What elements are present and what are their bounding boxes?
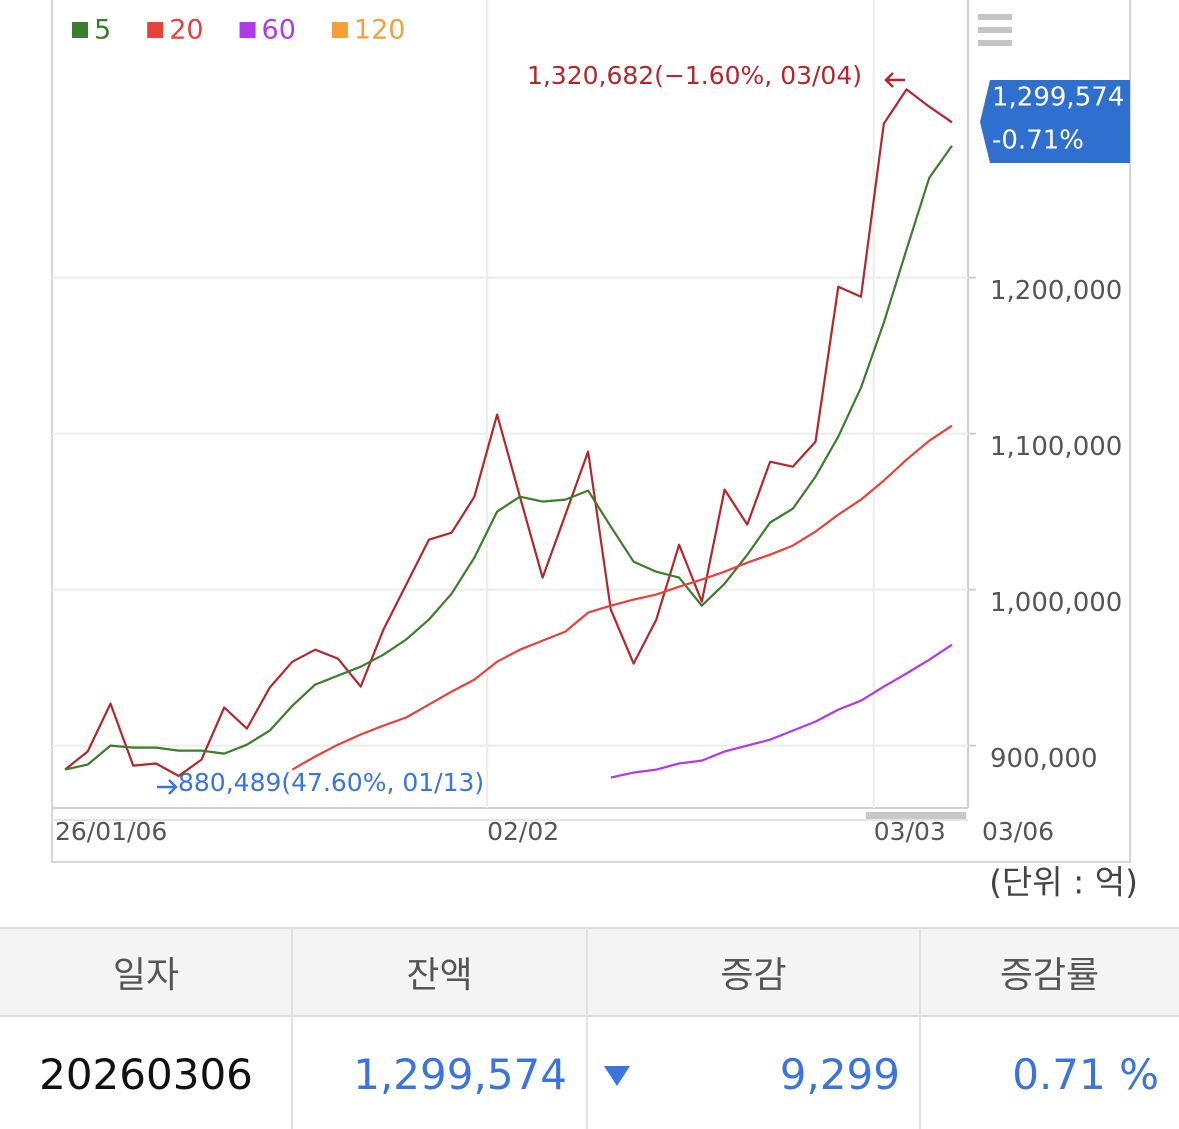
last-change: -0.71%: [992, 126, 1084, 156]
y-tick-label: 1,100,000: [990, 432, 1122, 462]
chart-frame: [51, 0, 1131, 863]
legend-swatch: [147, 22, 164, 38]
table-cell: 0.71 %: [1012, 1049, 1159, 1099]
series-line: [610, 643, 953, 779]
table-cell: 1,299,574: [353, 1049, 567, 1099]
table-header: 잔액: [292, 927, 587, 1017]
x-tick-label: 03/06: [982, 817, 1054, 846]
x-tick-label: 02/02: [487, 817, 559, 846]
legend-swatch: [72, 22, 88, 38]
unit-label: (단위 : 억): [989, 863, 1138, 902]
series-line: [64, 145, 953, 771]
x-tick-label: 03/03: [874, 817, 946, 846]
table-cell: 9,299: [779, 1049, 900, 1099]
legend-label: 60: [262, 15, 296, 46]
legend-label: 20: [169, 15, 203, 46]
legend-label: 5: [94, 15, 111, 46]
min-annotation: 880,489(47.60%, 01/13): [178, 768, 484, 797]
y-tick-label: 1,200,000: [990, 276, 1122, 306]
last-value: 1,299,574: [992, 83, 1124, 113]
max-annotation: 1,320,682(−1.60%, 03/04): [527, 61, 862, 90]
legend-label: 120: [354, 15, 406, 46]
menu-icon[interactable]: [978, 14, 1012, 46]
y-tick-label: 900,000: [990, 744, 1098, 774]
series-line: [291, 424, 953, 771]
series-line: [64, 88, 953, 778]
x-tick-label: 26/01/06: [55, 817, 167, 846]
last-value-box: [980, 80, 1130, 163]
max-arrow: [884, 72, 905, 88]
column-separator: [291, 927, 293, 1129]
legend-swatch: [331, 22, 348, 38]
y-tick-label: 1,000,000: [990, 588, 1122, 618]
table-header: 일자: [0, 927, 292, 1017]
table-header: 증감률: [920, 927, 1179, 1017]
column-separator: [919, 927, 921, 1129]
min-arrow: [157, 779, 178, 795]
table-header: 증감: [587, 927, 920, 1017]
legend-swatch: [239, 22, 256, 38]
down-icon: [604, 1066, 630, 1086]
chart: 1,299,574 -0.71% 1,320,682(−1.60%, 03/04…: [51, 0, 1138, 902]
table-cell: 20260306: [39, 1049, 253, 1099]
column-separator: [586, 927, 588, 1129]
scroll-thumb[interactable]: [866, 812, 966, 819]
